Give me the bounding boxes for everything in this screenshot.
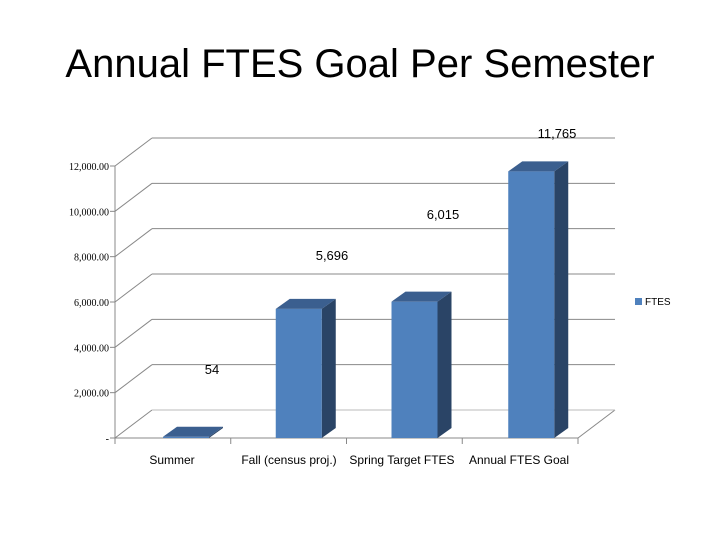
gridline-diagonal <box>114 137 153 167</box>
legend-swatch <box>635 298 642 305</box>
data-label: 6,015 <box>427 207 460 222</box>
gridline-diagonal <box>114 409 153 439</box>
bar-top <box>508 161 569 172</box>
y-tick-label: 12,000.00 <box>69 162 109 173</box>
bar <box>391 291 452 438</box>
bar-front <box>508 171 555 438</box>
data-label: 11,765 <box>538 126 577 141</box>
bar-top <box>275 298 336 309</box>
page-title: Annual FTES Goal Per Semester <box>65 42 655 86</box>
bar-top <box>391 291 452 302</box>
gridline-diagonal <box>114 273 153 303</box>
y-tick-label: 10,000.00 <box>69 207 109 218</box>
gridline-diagonal <box>114 228 153 258</box>
legend-label: FTES <box>645 297 671 308</box>
x-category-label: Spring Target FTES <box>349 453 454 467</box>
x-category-label: Summer <box>149 453 194 467</box>
y-tick-label: 8,000.00 <box>74 253 109 264</box>
y-tick-label: - <box>106 434 109 445</box>
gridline-diagonal <box>114 318 153 348</box>
bar-side <box>321 298 336 438</box>
data-label: 54 <box>205 362 219 377</box>
floor-edge <box>577 409 616 439</box>
bar <box>508 161 569 438</box>
x-category-label: Fall (census proj.) <box>241 453 336 467</box>
y-tick-label: 2,000.00 <box>74 389 109 400</box>
gridline-diagonal <box>114 364 153 394</box>
bar-top <box>163 426 223 437</box>
bar-side <box>209 426 223 438</box>
bar-side <box>554 161 569 438</box>
bar <box>163 426 223 438</box>
bar <box>275 298 336 438</box>
data-label: 5,696 <box>316 248 349 263</box>
bar-front <box>275 308 322 438</box>
gridline-diagonal <box>114 182 153 212</box>
bar-side <box>437 291 452 438</box>
y-tick-label: 6,000.00 <box>74 298 109 309</box>
bar-front <box>163 436 209 438</box>
bar-front <box>391 301 438 438</box>
y-tick-label: 4,000.00 <box>74 343 109 354</box>
x-category-label: Annual FTES Goal <box>469 453 569 467</box>
